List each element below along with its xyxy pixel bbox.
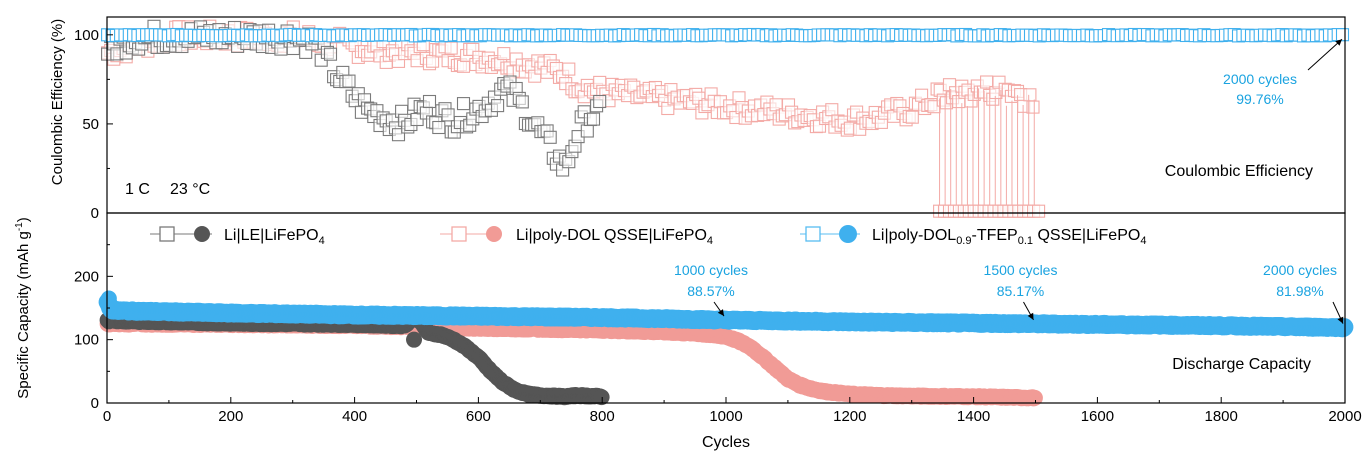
- ce-ytick-label: 100: [74, 27, 99, 44]
- capacity-ytick-label: 100: [74, 332, 99, 349]
- annotation-arrowhead: [1027, 312, 1034, 320]
- capacity-series-tfep: [98, 290, 1354, 338]
- ce-point: [441, 108, 455, 122]
- capacity-y-axis-label: Specific Capacity (mAh g-1): [14, 217, 32, 398]
- capacity-annotation-cycles: 1000 cycles: [674, 262, 748, 278]
- ce-panel: 0 50 100 Coulombic Efficiency (%) Coulombi…: [49, 16, 1350, 222]
- ce-point: [342, 74, 356, 88]
- legend: Li|LE|LiFePO4 Li|poly-DOL QSSE|LiFePO4 L…: [150, 225, 1146, 247]
- annotation-arrowhead: [1337, 316, 1344, 324]
- capacity-panel-label: Discharge Capacity: [1172, 356, 1311, 373]
- legend-dot-tfep: [839, 225, 857, 243]
- ce-point: [456, 59, 471, 73]
- legend-dot-dol: [486, 226, 502, 242]
- ce-point: [825, 103, 839, 117]
- ce-panel-label: Coulombic Efficiency: [1165, 163, 1313, 180]
- ce-marks: [101, 19, 1350, 218]
- ce-annotation-value: 99.76%: [1236, 91, 1283, 107]
- x-axis-label: Cycles: [702, 434, 750, 451]
- ce-point: [905, 110, 919, 124]
- annotation-arrow: [1307, 38, 1343, 71]
- x-tick-label: 1600: [1081, 408, 1114, 425]
- ce-point: [323, 47, 338, 61]
- capacity-marks: [98, 290, 1354, 407]
- x-tick-label: 1200: [833, 408, 866, 425]
- ce-point: [562, 62, 576, 76]
- capacity-annotation-cycles: 2000 cycles: [1263, 262, 1337, 278]
- temperature-label: 23 °C: [170, 181, 210, 198]
- capacity-point: [100, 290, 117, 307]
- capacity-annotations: 1000 cycles 88.57% 1500 cycles 85.17% 2000 c…: [674, 262, 1344, 324]
- ce-point: [432, 120, 446, 135]
- x-tick-label: 1800: [1205, 408, 1238, 425]
- legend-label-le: Li|LE|LiFePO4: [224, 227, 325, 247]
- x-tick-label: 200: [218, 408, 243, 425]
- ce-ytick-label: 0: [91, 205, 99, 222]
- legend-open-square-tfep: [805, 226, 821, 242]
- ce-point: [1032, 204, 1046, 218]
- ce-annotations: 2000 cycles 99.76%: [1223, 38, 1343, 107]
- legend-label-tfep: Li|poly-DOL0.9-TFEP0.1 QSSE|LiFePO4: [872, 227, 1146, 247]
- ce-point: [497, 47, 511, 61]
- x-tick-label: 1000: [709, 408, 742, 425]
- ce-point: [1335, 28, 1350, 42]
- capacity-annotation-value: 85.17%: [997, 283, 1044, 299]
- ce-point: [1026, 100, 1040, 114]
- ce-point: [593, 94, 607, 109]
- ce-annotation-cycles: 2000 cycles: [1223, 71, 1297, 87]
- legend-item-dol: Li|poly-DOL QSSE|LiFePO4: [440, 226, 713, 247]
- x-tick-label: 2000: [1328, 408, 1361, 425]
- ce-point: [580, 124, 594, 138]
- ce-ytick-label: 50: [82, 116, 99, 133]
- annotation-arrowhead: [1335, 39, 1342, 46]
- legend-item-tfep: Li|poly-DOL0.9-TFEP0.1 QSSE|LiFePO4: [800, 225, 1146, 247]
- ce-point: [543, 130, 557, 144]
- capacity-point: [406, 331, 423, 348]
- ce-point: [422, 94, 437, 109]
- capacity-annotation-value: 81.98%: [1276, 283, 1323, 299]
- ce-series-le: [101, 19, 607, 177]
- legend-open-square-le: [159, 226, 175, 242]
- legend-open-square-dol: [451, 226, 467, 242]
- ce-point: [444, 41, 458, 55]
- legend-label-dol: Li|poly-DOL QSSE|LiFePO4: [516, 227, 713, 247]
- capacity-ytick-label: 200: [74, 268, 99, 285]
- ce-ticks: 0 50 100: [74, 27, 113, 222]
- ce-point: [456, 97, 471, 111]
- ce-series-tfep: [101, 27, 1350, 43]
- ce-y-axis-label: Coulombic Efficiency (%): [49, 19, 66, 185]
- ce-point: [586, 112, 601, 126]
- capacity-point: [593, 389, 610, 406]
- capacity-point: [1026, 389, 1043, 406]
- x-tick-label: 800: [590, 408, 615, 425]
- legend-dot-le: [194, 226, 210, 242]
- x-tick-label: 600: [466, 408, 491, 425]
- legend-item-le: Li|LE|LiFePO4: [150, 226, 325, 247]
- ce-point: [1023, 88, 1037, 102]
- capacity-annotation-value: 88.57%: [687, 283, 734, 299]
- ce-point: [491, 99, 505, 113]
- ce-point: [515, 95, 529, 109]
- x-tick-label: 400: [342, 408, 367, 425]
- annotation-arrowhead: [717, 309, 724, 317]
- c-rate-label: 1 C: [125, 181, 150, 198]
- capacity-annotation-cycles: 1500 cycles: [984, 262, 1058, 278]
- x-tick-label: 1400: [957, 408, 990, 425]
- x-tick-label: 0: [103, 408, 111, 425]
- capacity-ytick-label: 0: [91, 395, 99, 412]
